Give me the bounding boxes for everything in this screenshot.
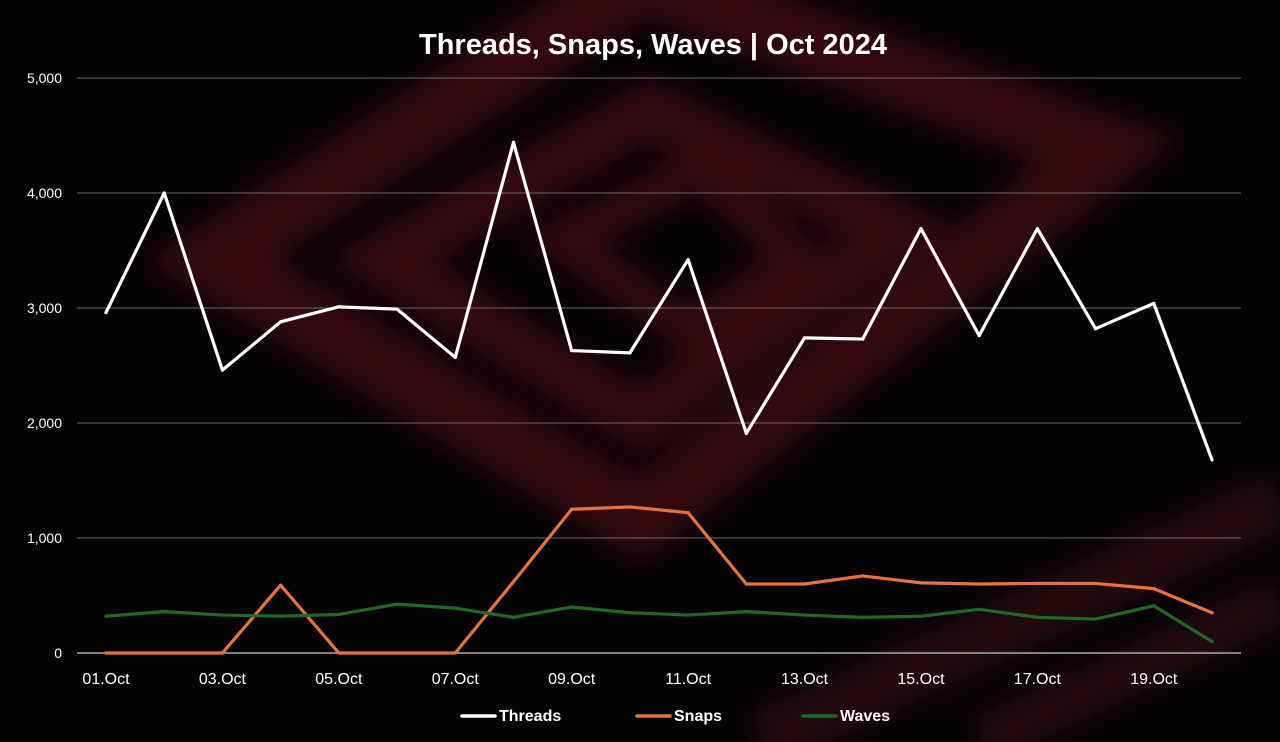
y-tick-label: 4,000 [27,185,62,201]
data-point-waves [861,615,865,619]
x-tick-label: 05.Oct [315,671,363,688]
data-point-snaps [279,583,283,587]
data-point-snaps [337,651,341,655]
data-point-waves [279,614,283,618]
x-tick-label: 19.Oct [1130,671,1178,688]
data-point-waves [919,614,923,618]
data-point-waves [220,613,225,617]
series-line-threads [104,140,1214,462]
data-point-threads [453,355,457,360]
data-point-snaps [104,651,108,655]
data-point-waves [395,602,399,606]
data-point-snaps [511,580,516,584]
data-point-threads [861,337,865,341]
data-point-waves [1152,604,1156,608]
data-point-snaps [395,651,399,655]
data-point-threads [162,191,166,195]
data-point-waves [628,611,632,615]
data-point-threads [977,334,981,338]
data-point-waves [744,610,748,614]
x-tick-label: 11.Oct [665,671,712,688]
data-point-waves [1093,617,1098,621]
data-point-snaps [802,582,807,586]
data-point-snaps [861,574,865,578]
y-tick-label: 3,000 [27,300,62,316]
data-point-threads [802,336,807,340]
data-point-waves [802,613,807,617]
x-tick-label: 09.Oct [548,671,596,688]
data-point-threads [919,227,923,231]
legend-label-snaps: Snaps [674,708,722,725]
data-point-threads [279,320,283,324]
y-axis: 0 1,000 2,000 3,000 4,000 5,000 [27,70,62,661]
data-point-waves [1035,615,1039,619]
data-point-waves [686,613,690,617]
data-point-threads [570,348,574,353]
y-tick-label: 5,000 [27,70,62,86]
y-tick-label: 1,000 [27,530,62,546]
data-point-snaps [686,511,690,515]
series-line-snaps [104,505,1214,655]
data-point-waves [162,610,166,614]
data-point-waves [453,606,457,610]
data-point-snaps [1152,587,1156,591]
data-point-snaps [977,582,981,586]
data-point-threads [104,311,108,315]
x-tick-label: 07.Oct [432,671,480,688]
data-point-threads [628,351,632,355]
data-point-snaps [744,582,748,586]
data-point-snaps [162,651,166,655]
x-tick-label: 17.Oct [1014,671,1062,688]
x-tick-label: 03.Oct [199,671,247,688]
x-tick-label: 01.Oct [82,671,130,688]
data-point-snaps [220,651,225,655]
data-point-waves [104,614,108,618]
data-point-threads [1093,327,1098,331]
series-line-waves [104,602,1214,644]
data-point-threads [686,258,690,262]
data-point-threads [511,140,516,144]
data-point-waves [511,615,516,619]
data-point-threads [1152,301,1156,305]
data-point-threads [1210,458,1214,462]
data-point-waves [570,605,574,609]
y-tick-label: 0 [54,645,62,661]
data-point-threads [1035,227,1039,231]
legend-label-waves: Waves [840,708,890,725]
legend: Threads Snaps Waves [460,708,890,725]
data-point-threads [744,431,748,435]
legend-label-threads: Threads [499,708,561,725]
chart-title: Threads, Snaps, Waves | Oct 2024 [419,29,887,61]
data-point-snaps [453,651,457,655]
y-tick-label: 2,000 [27,415,62,431]
data-point-threads [337,305,341,309]
data-point-snaps [570,507,574,511]
x-tick-label: 13.Oct [781,671,829,688]
data-point-waves [337,612,341,617]
gridlines [77,77,1241,654]
data-point-snaps [1210,611,1214,615]
data-point-snaps [1035,581,1039,586]
data-point-waves [1210,639,1214,644]
data-point-waves [977,607,981,611]
x-axis: 01.Oct 03.Oct 05.Oct 07.Oct 09.Oct 11.Oct 13.O… [82,671,1177,688]
data-point-snaps [919,581,923,585]
x-tick-label: 15.Oct [897,671,945,688]
series-lines [104,140,1214,655]
data-point-threads [220,368,225,372]
data-point-snaps [1093,581,1098,586]
data-point-threads [395,307,399,311]
data-point-snaps [628,505,632,509]
